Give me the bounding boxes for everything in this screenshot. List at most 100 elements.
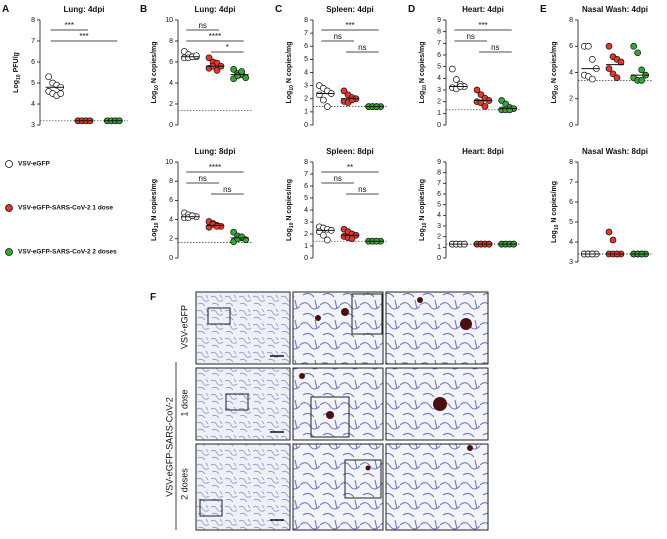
legend-swatch [5, 248, 13, 256]
chart: Nasal Wash: 8dpi Log10N copies/mg 3 4 5 6 7 8 [551, 147, 652, 266]
inset-box [225, 393, 249, 411]
chart-title: Heart: 4dpi [462, 5, 504, 14]
y-tick-label: 10 [165, 159, 173, 166]
y-tick-label: 8 [437, 170, 441, 177]
data-point [481, 102, 489, 110]
data-point [315, 91, 323, 99]
chart: C Spleen: 4dpi Log10 N copies/mg 0 1 2 3 4 5 6 7 8 **… [275, 4, 387, 129]
y-tick-label: 5 [304, 195, 308, 202]
y-tick-label: 6 [437, 191, 441, 198]
y-tick-label: 5 [437, 202, 441, 209]
y-tick-label: 3 [437, 87, 441, 94]
data-point [634, 49, 642, 57]
y-tick-label: 0 [437, 255, 441, 262]
y-label-unit: N copies/mg [151, 41, 158, 83]
data-point [448, 65, 456, 73]
y-label-base: Log [419, 228, 426, 241]
histology-image [385, 291, 489, 365]
data-point [617, 58, 625, 66]
y-tick-label: 1 [437, 110, 441, 117]
data-point [230, 65, 238, 73]
y-tick-label: 0 [169, 255, 173, 262]
chart-title: Spleen: 8dpi [326, 147, 374, 156]
chart: E Nasal Wash: 4dpi Log10 N copies/mg 0 2 4 6 8 [540, 4, 652, 129]
inset-box [344, 459, 382, 499]
data-point [323, 103, 331, 110]
data-point [205, 54, 213, 62]
data-point [213, 67, 221, 74]
y-tick-label: 2 [304, 231, 308, 238]
data-point [638, 66, 646, 74]
y-tick-label: 4 [31, 101, 35, 108]
legend-label: VSV-eGFP [18, 161, 50, 168]
data-point [238, 68, 246, 75]
legend-swatch [5, 204, 13, 212]
y-label-base: Log [551, 230, 558, 243]
y-label-sub: 10 [16, 74, 22, 80]
chart-title: Lung: 4dpi [64, 5, 105, 14]
y-tick-label: 0 [569, 122, 573, 129]
y-tick-label: 6 [31, 59, 35, 66]
y-tick-label: 4 [569, 69, 573, 76]
inset-box [351, 293, 383, 335]
histology-image [195, 291, 291, 365]
chart-title: Nasal Wash: 4dpi [582, 5, 648, 14]
y-axis-label: Log10N copies/mg [551, 181, 560, 243]
data-point [638, 77, 646, 84]
inset-box [207, 307, 231, 325]
histology-image [385, 443, 489, 531]
y-tick-label: 3 [304, 219, 308, 226]
y-axis-label: Log10N copies/mg [286, 41, 295, 103]
data-point [57, 90, 65, 97]
data-point [230, 228, 238, 236]
data-point [630, 42, 638, 50]
legend-swatch [5, 160, 13, 168]
y-tick-label: 7 [304, 30, 308, 37]
y-label-base: Log [551, 91, 558, 104]
data-point [584, 42, 592, 50]
panel-label: B [140, 4, 147, 15]
y-tick-label: 6 [169, 59, 173, 66]
legend: VSV-eGFP VSV-eGFP-SARS-CoV-2 1 dose VSV-… [5, 160, 117, 256]
panel-label: A [2, 4, 9, 15]
significance-label: ns [333, 32, 341, 41]
stain [341, 308, 349, 316]
y-axis-label: Log10 PFU/g [13, 52, 22, 93]
significance-label: **** [209, 163, 221, 172]
data-point [242, 74, 250, 82]
panel-label: C [275, 4, 282, 15]
y-axis-label: Log10N copies/mg [286, 179, 295, 241]
panel-label: D [408, 4, 415, 15]
y-tick-label: 4 [304, 207, 308, 214]
data-point [605, 65, 613, 72]
y-label-unit: N copies/mg [551, 41, 558, 83]
y-tick-label: 2 [169, 236, 173, 243]
significance-label: * [226, 43, 229, 52]
significance-label: ** [347, 163, 353, 172]
y-tick-label: 8 [437, 29, 441, 36]
data-point [319, 231, 327, 239]
y-tick-label: 4 [569, 239, 573, 246]
stain [417, 297, 423, 303]
y-label-base: Log [151, 228, 158, 241]
y-tick-label: 4 [304, 69, 308, 76]
y-label-unit: N copies/mg [286, 179, 293, 221]
data-point [605, 228, 613, 236]
panel-f: F VSV-eGFP VSV-eGFP-SARS-CoV-2 1 dose 2 … [150, 291, 489, 531]
legend-label: VSV-eGFP-SARS-CoV-2 1 dose [18, 205, 113, 212]
y-tick-label: 8 [304, 17, 308, 24]
data-point [588, 75, 596, 83]
y-label-base: Log [151, 91, 158, 104]
chart: D Heart: 4dpi Log10 N copies/mg 0 1 2 3 4 5 6 7 8 9 **… [408, 4, 520, 129]
y-label-base: Log [286, 228, 293, 241]
row-label: 2 doses [179, 468, 189, 500]
y-label-unit: N copies/mg [419, 179, 426, 221]
y-tick-label: 8 [304, 159, 308, 166]
y-axis-label: Log10N copies/mg [419, 41, 428, 103]
stain [299, 373, 305, 379]
data-point [609, 70, 617, 78]
y-label-unit: PFU/g [13, 52, 20, 72]
y-label-sub: 10 [289, 222, 295, 228]
